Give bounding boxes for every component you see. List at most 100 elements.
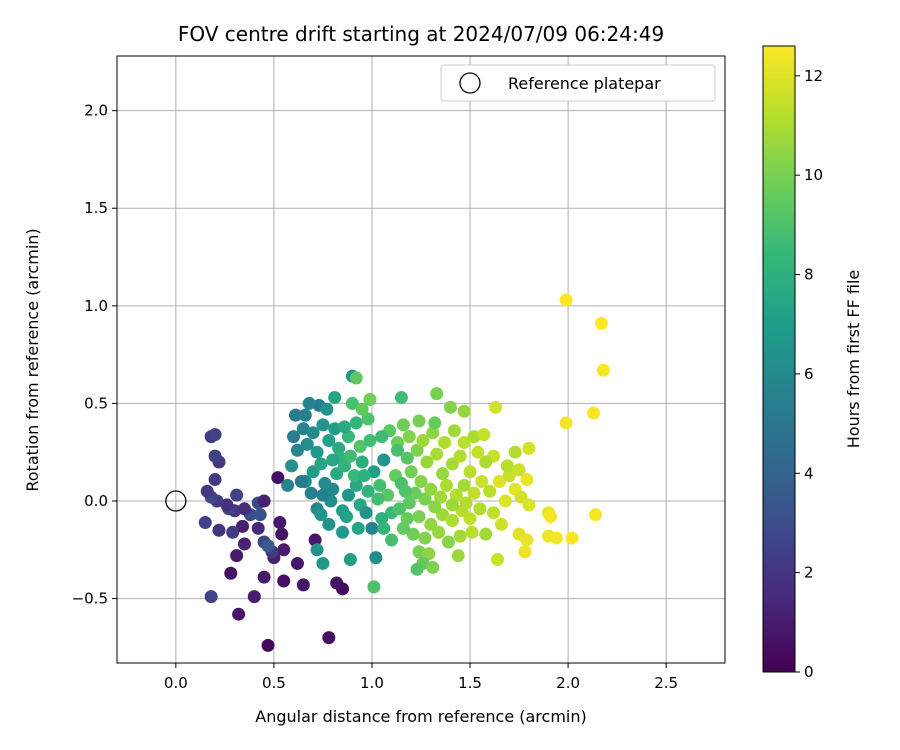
data-point [489,400,503,414]
data-point [251,521,265,535]
data-point [414,474,428,488]
data-point [375,512,389,526]
data-point [589,508,603,522]
colorbar-tick-label: 4 [804,464,814,482]
y-axis-ticks: −0.5 0.0 0.5 1.0 1.5 2.0 [72,102,117,608]
data-point [310,543,324,557]
data-point [339,510,353,524]
data-point [296,422,310,436]
data-point [543,510,557,524]
data-point [596,363,610,377]
data-point [200,484,214,498]
data-point [385,533,399,547]
data-point [198,515,212,529]
data-point [347,469,361,483]
chart-title: FOV centre drift starting at 2024/07/09 … [178,22,664,46]
y-tick-label: −0.5 [72,590,108,608]
data-point [357,469,371,483]
data-point [422,547,436,561]
data-point [316,556,330,570]
data-point [275,527,289,541]
x-tick-label: 0.0 [164,674,188,692]
data-point [410,443,424,457]
data-point [361,484,375,498]
y-tick-label: 1.0 [84,297,108,315]
data-point [298,408,312,422]
data-point [381,488,395,502]
data-point [483,484,497,498]
data-point [296,578,310,592]
data-point [271,471,285,485]
data-point [230,549,244,563]
data-point [232,607,246,621]
data-point [363,393,377,407]
data-point [314,457,328,471]
x-tick-label: 0.5 [262,674,286,692]
data-point [290,556,304,570]
data-point [494,517,508,531]
data-point [430,447,444,461]
data-point [343,553,357,567]
data-point [277,543,291,557]
colorbar-tick-label: 8 [804,266,814,284]
data-point [355,402,369,416]
data-point [310,445,324,459]
data-point [349,416,363,430]
data-point [330,576,344,590]
data-point [320,402,334,416]
data-point [322,631,336,645]
data-point [512,463,526,477]
data-point [457,404,471,418]
data-point [281,478,295,492]
data-point [318,476,332,490]
data-point [377,521,391,535]
data-point [377,453,391,467]
data-point [371,492,385,506]
data-point [412,414,426,428]
data-point [565,531,579,545]
data-point [473,502,487,516]
data-point [428,416,442,430]
data-point [394,391,408,405]
data-point [457,435,471,449]
data-point [328,422,342,436]
data-point [459,496,473,510]
data-point [420,455,434,469]
data-point [304,486,318,500]
colorbar-label: Hours from first FF file [844,270,863,449]
data-point [492,474,506,488]
x-tick-label: 1.5 [458,674,482,692]
colorbar-gradient [762,45,796,673]
data-point [302,396,316,410]
data-point [316,488,330,502]
data-point [490,553,504,567]
data-point [294,474,308,488]
data-point [502,469,516,483]
colorbar-tick-label: 2 [804,564,814,582]
data-point [287,430,301,444]
colorbar-tick-label: 0 [804,663,814,681]
x-tick-label: 2.0 [556,674,580,692]
data-point [447,424,461,438]
data-point [424,482,438,496]
data-point [363,433,377,447]
data-point [285,459,299,473]
data-point [426,560,440,574]
data-point [288,408,302,422]
data-point [355,455,369,469]
data-point [316,418,330,432]
data-point [408,486,422,500]
data-points [198,293,610,652]
colorbar-tick-label: 10 [804,166,823,184]
data-point [479,455,493,469]
data-point [261,539,275,553]
data-point [349,371,363,385]
data-point [375,430,389,444]
data-point [226,525,240,539]
data-point [208,428,222,442]
data-point [367,465,381,479]
data-point [432,525,446,539]
data-point [438,435,452,449]
data-point [520,473,534,487]
data-point [434,490,448,504]
